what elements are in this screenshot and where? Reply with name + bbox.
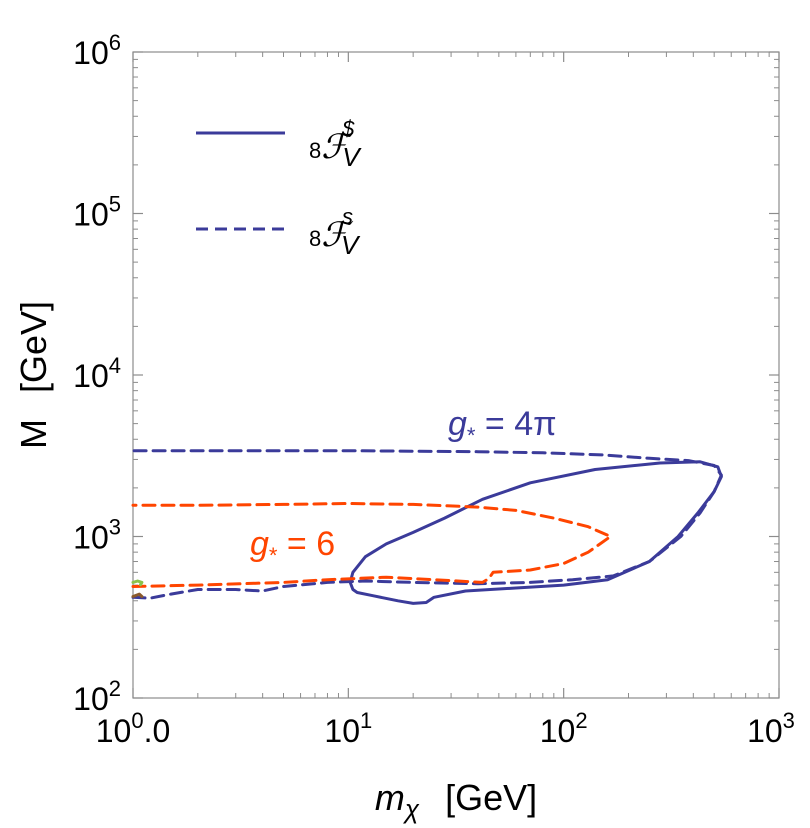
series-1-line — [131, 449, 723, 600]
legend: 8ℱ$ V 8ℱs V — [196, 116, 362, 260]
plot-frame — [132, 51, 780, 699]
x-tick-label: 103 — [747, 708, 795, 749]
y-tick-label: 105 — [73, 192, 121, 233]
legend-label-dashed: 8ℱs V — [309, 204, 361, 260]
y-tick-label: 102 — [73, 676, 121, 717]
annotation-g4pi: g* = 4π — [448, 405, 557, 448]
y-axis-title: M[GeV] — [13, 301, 54, 449]
x-axis-title: mχ [GeV] — [375, 777, 537, 824]
series-0-line — [348, 460, 723, 605]
legend-label-solid: 8ℱ$ V — [309, 116, 362, 172]
tick-labels: 100.0 101 102 103 102 103 104 105 106 — [73, 30, 795, 749]
y-tick-label: 103 — [73, 515, 121, 556]
y-tick-label: 104 — [73, 353, 121, 394]
x-tick-label: 100.0 — [96, 708, 171, 749]
series-2-line — [131, 502, 612, 588]
major-ticks — [132, 51, 780, 699]
series-3-line — [131, 579, 144, 587]
annotation-g6: g* = 6 — [250, 525, 335, 568]
series-4-line — [131, 592, 144, 598]
x-tick-label: 102 — [540, 708, 588, 749]
minor-ticks — [133, 52, 779, 698]
y-tick-label: 106 — [73, 30, 121, 71]
x-tick-label: 101 — [324, 708, 372, 749]
series-layer — [131, 449, 723, 605]
